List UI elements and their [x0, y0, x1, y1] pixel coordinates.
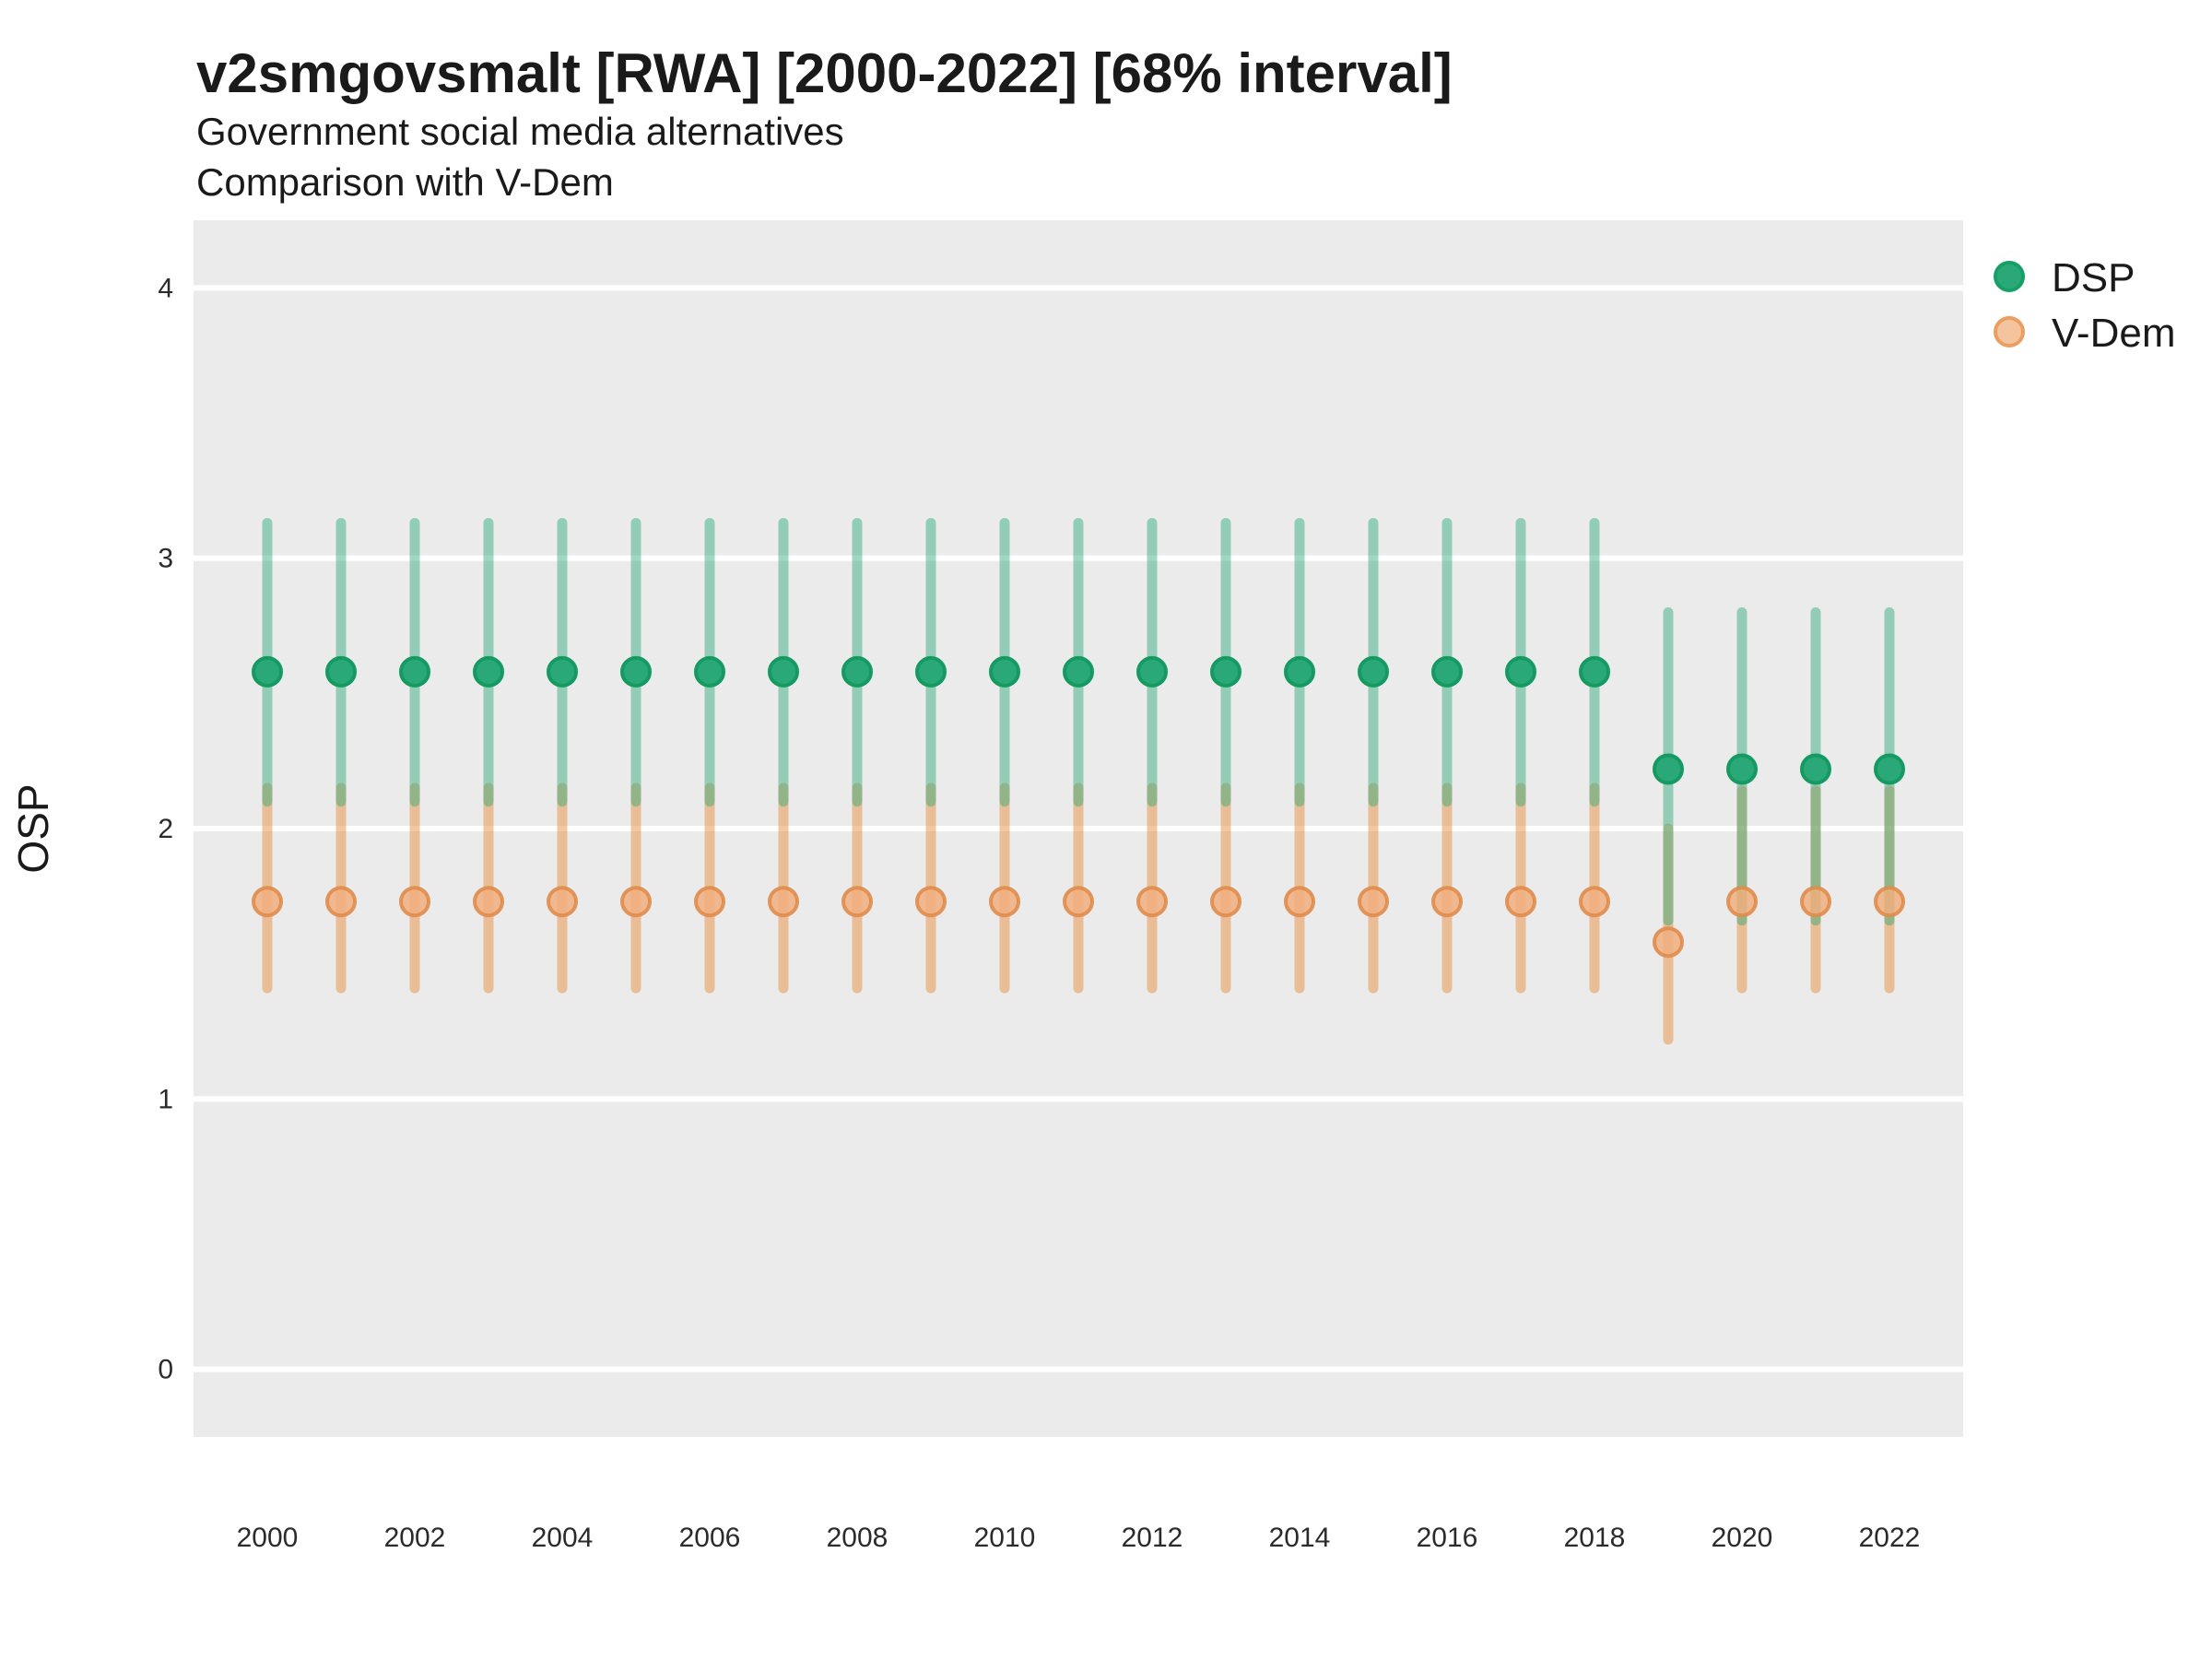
vdem-points [252, 886, 1905, 959]
dsp-point-2001 [325, 655, 357, 688]
dsp-point-2014 [1284, 655, 1315, 688]
vdem-point-2014 [1284, 886, 1315, 918]
x-tick-label-2018: 2018 [1564, 1523, 1626, 1553]
y-tick-label-0: 0 [158, 1355, 173, 1385]
x-tick-label-2022: 2022 [1859, 1523, 1921, 1553]
dsp-point-2022 [1874, 753, 1905, 785]
y-tick-label-4: 4 [158, 273, 173, 303]
dsp-point-2006 [694, 655, 725, 688]
x-tick-label-2004: 2004 [532, 1523, 594, 1553]
y-axis-title: OSP [9, 783, 57, 873]
x-tick-label-2000: 2000 [237, 1523, 299, 1553]
vdem-point-2005 [620, 886, 652, 918]
dsp-point-2019 [1653, 753, 1684, 785]
vdem-point-2015 [1358, 886, 1389, 918]
chart-subtitle-line1: Government social media alternatives [196, 110, 844, 153]
vdem-point-2016 [1431, 886, 1463, 918]
dsp-point-2015 [1358, 655, 1389, 688]
dsp-point-2002 [399, 655, 430, 688]
y-tick-label-2: 2 [158, 814, 173, 844]
dsp-point-2016 [1431, 655, 1463, 688]
dsp-point-2013 [1210, 655, 1241, 688]
legend-dsp-swatch-icon [1994, 261, 2025, 292]
vdem-point-2022 [1874, 886, 1905, 918]
x-tick-label-2010: 2010 [974, 1523, 1036, 1553]
dsp-point-2021 [1800, 753, 1831, 785]
x-tick-label-2008: 2008 [827, 1523, 888, 1553]
vdem-point-2019 [1653, 926, 1684, 959]
dsp-point-2018 [1579, 655, 1610, 688]
chart-title: v2smgovsmalt [RWA] [2000-2022] [68% inte… [196, 42, 1453, 104]
vdem-point-2017 [1505, 886, 1536, 918]
vdem-point-2008 [841, 886, 873, 918]
dsp-point-2012 [1136, 655, 1168, 688]
vdem-point-2013 [1210, 886, 1241, 918]
dsp-point-2004 [547, 655, 578, 688]
vdem-point-2006 [694, 886, 725, 918]
y-tick-label-1: 1 [158, 1084, 173, 1114]
x-tick-label-2014: 2014 [1269, 1523, 1331, 1553]
vdem-point-2000 [252, 886, 283, 918]
dsp-point-2000 [252, 655, 283, 688]
dsp-point-2008 [841, 655, 873, 688]
vdem-point-2021 [1800, 886, 1831, 918]
vdem-point-2002 [399, 886, 430, 918]
x-tick-label-2020: 2020 [1712, 1523, 1773, 1553]
dsp-point-2020 [1726, 753, 1758, 785]
dsp-point-2009 [915, 655, 947, 688]
dsp-point-2017 [1505, 655, 1536, 688]
vdem-point-2001 [325, 886, 357, 918]
x-tick-label-2012: 2012 [1122, 1523, 1183, 1553]
vdem-point-2012 [1136, 886, 1168, 918]
legend: DSP V-Dem [1994, 255, 2175, 356]
vdem-point-2020 [1726, 886, 1758, 918]
dsp-points [252, 655, 1905, 785]
vdem-point-2003 [473, 886, 504, 918]
x-tick-label-2016: 2016 [1417, 1523, 1478, 1553]
y-axis-tick-labels: 0 1 2 3 4 [158, 273, 173, 1384]
vdem-point-2007 [768, 886, 799, 918]
dsp-point-2011 [1063, 655, 1094, 688]
dsp-point-2005 [620, 655, 652, 688]
x-axis-tick-labels: 2000 2002 2004 2006 2008 2010 2012 2014 2016 2018… [237, 1523, 1921, 1553]
dsp-point-2003 [473, 655, 504, 688]
vdem-point-2011 [1063, 886, 1094, 918]
x-tick-label-2002: 2002 [384, 1523, 446, 1553]
x-tick-label-2006: 2006 [679, 1523, 741, 1553]
vdem-point-2018 [1579, 886, 1610, 918]
vdem-point-2009 [915, 886, 947, 918]
vdem-point-2004 [547, 886, 578, 918]
legend-vdem-label: V-Dem [2052, 311, 2175, 356]
chart-subtitle-line2: Comparison with V-Dem [196, 160, 614, 204]
legend-dsp-label: DSP [2052, 255, 2135, 300]
y-tick-label-3: 3 [158, 544, 173, 574]
legend-vdem-swatch-icon [1994, 316, 2025, 347]
vdem-point-2010 [989, 886, 1020, 918]
dsp-point-2010 [989, 655, 1020, 688]
dsp-point-2007 [768, 655, 799, 688]
